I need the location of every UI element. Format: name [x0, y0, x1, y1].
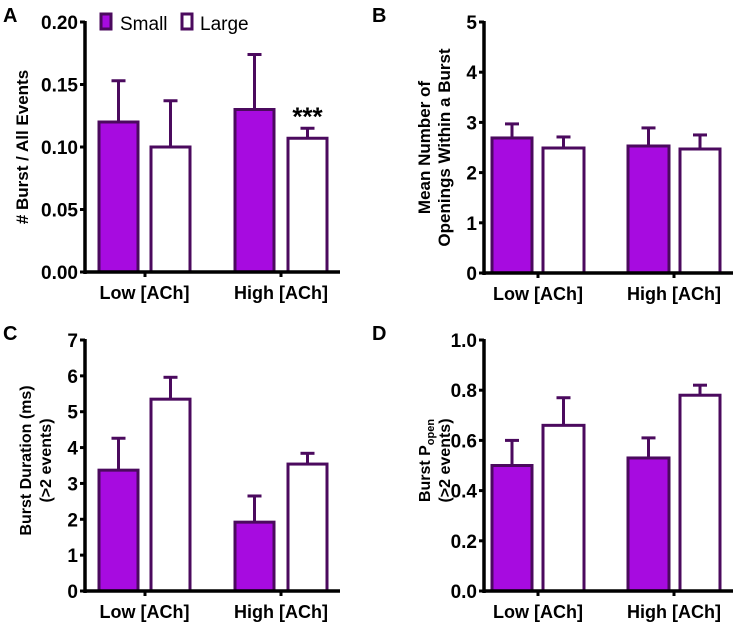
y-axis-title-main: Burst P	[417, 445, 434, 502]
y-tick-label: 3	[67, 474, 78, 495]
x-category-label: High [ACh]	[627, 602, 721, 622]
bar-small-high	[233, 520, 276, 593]
y-tick-label: 1	[67, 546, 78, 567]
y-tick-label: 5	[466, 13, 477, 34]
y-axis-title-d: Burst Popen (>2 events)	[417, 418, 454, 502]
plot-area-a: 0.00 0.05 0.10 0.15 0.20 Low [ACh] High [ACh] *…	[41, 13, 340, 303]
x-category-label: High [ACh]	[234, 283, 328, 303]
y-tick-label: 0	[466, 264, 477, 285]
panel-label-a: A	[3, 5, 17, 27]
bar-large-low	[149, 145, 192, 274]
legend-swatch-large	[180, 12, 194, 31]
x-category-label: Low [ACh]	[493, 602, 583, 622]
significance-annotation: ***	[292, 101, 323, 131]
plot-area-b: 0 1 2 3 4 5 Low [ACh] High [ACh]	[466, 13, 733, 304]
x-category-label: High [ACh]	[234, 602, 328, 622]
x-category-label: Low [ACh]	[100, 283, 190, 303]
y-tick-label: 0.8	[451, 381, 477, 402]
bar-large-high	[678, 147, 722, 275]
y-axis-title-line: Mean Number of	[415, 81, 434, 215]
y-tick-label: 0.4	[451, 482, 478, 503]
panel-c: C Burst Duration (ms) (>2 events) 0 1 2 3 4 5 6…	[3, 323, 340, 622]
y-tick-label: 0.0	[451, 582, 477, 603]
bar-small-low	[490, 464, 534, 593]
y-axis-title-line: Openings Within a Burst	[435, 48, 454, 247]
y-axis-title-line: Burst Duration (ms)	[18, 385, 35, 535]
y-tick-label: 0.20	[41, 13, 78, 34]
y-axis-title-b: Mean Number of Openings Within a Burst	[415, 48, 454, 247]
bar-small-high	[626, 456, 671, 593]
bar-large-low	[541, 423, 586, 593]
y-axis-title: # Burst / All Events	[13, 70, 32, 224]
y-axis-title-line: (>2 events)	[38, 418, 55, 502]
bar-large-high	[286, 136, 329, 274]
y-tick-label: 4	[466, 63, 477, 84]
y-tick-label: 3	[466, 113, 477, 134]
y-tick-label: 6	[67, 367, 78, 388]
y-tick-label: 0	[67, 582, 78, 603]
y-tick-label: 1.0	[451, 331, 477, 352]
y-tick-label: 0.10	[41, 138, 78, 159]
legend: Small Large	[99, 12, 249, 35]
bar-small-low	[490, 136, 534, 275]
y-tick-label: 0.6	[451, 431, 477, 452]
bar-large-high	[286, 462, 329, 593]
y-tick-label: 4	[67, 439, 78, 460]
x-category-label: Low [ACh]	[100, 602, 190, 622]
bar-large-low	[149, 397, 192, 593]
panel-label-b: B	[372, 5, 386, 27]
legend-swatch-small	[99, 12, 113, 31]
y-tick-label: 2	[466, 164, 477, 185]
y-tick-label: 0.15	[41, 76, 78, 97]
bar-large-low	[541, 146, 586, 275]
x-category-label: High [ACh]	[627, 284, 721, 304]
y-axis-title-line: Burst Popen	[417, 419, 437, 502]
plot-area-d: 0.0 0.2 0.4 0.6 0.8 1.0 Low [ACh] High [ACh]	[451, 331, 733, 622]
y-tick-label: 7	[67, 331, 78, 352]
y-axis-title-subscript: open	[425, 419, 437, 446]
panel-b: B Mean Number of Openings Within a Burst …	[372, 5, 733, 304]
y-tick-label: 0.2	[451, 532, 477, 553]
bar-small-high	[626, 144, 671, 275]
bar-large-high	[678, 393, 722, 593]
panel-label-c: C	[3, 323, 17, 345]
panel-d: D Burst Popen (>2 events) 0.0 0.2 0.4 0.6 0.8…	[372, 323, 733, 622]
y-axis-title-a: # Burst / All Events	[13, 70, 32, 224]
legend-label-large: Large	[200, 14, 249, 35]
bar-small-low	[97, 120, 140, 274]
y-tick-label: 0.00	[41, 263, 78, 284]
bar-small-low	[97, 468, 140, 593]
panel-label-d: D	[372, 323, 386, 345]
bar-small-high	[233, 108, 276, 274]
legend-label-small: Small	[120, 14, 168, 35]
y-tick-label: 5	[67, 403, 78, 424]
y-tick-label: 0.05	[41, 201, 78, 222]
panel-a: A # Burst / All Events Small Large 0.000…	[3, 5, 340, 303]
y-tick-label: 1	[466, 214, 477, 235]
x-category-label: Low [ACh]	[493, 284, 583, 304]
y-axis-title-c: Burst Duration (ms) (>2 events)	[18, 385, 55, 535]
y-tick-label: 2	[67, 510, 78, 531]
plot-area-c: 0 1 2 3 4 5 6 7 Low [ACh] High [ACh]	[67, 331, 340, 622]
y-axis-title-line: (>2 events)	[437, 418, 454, 502]
